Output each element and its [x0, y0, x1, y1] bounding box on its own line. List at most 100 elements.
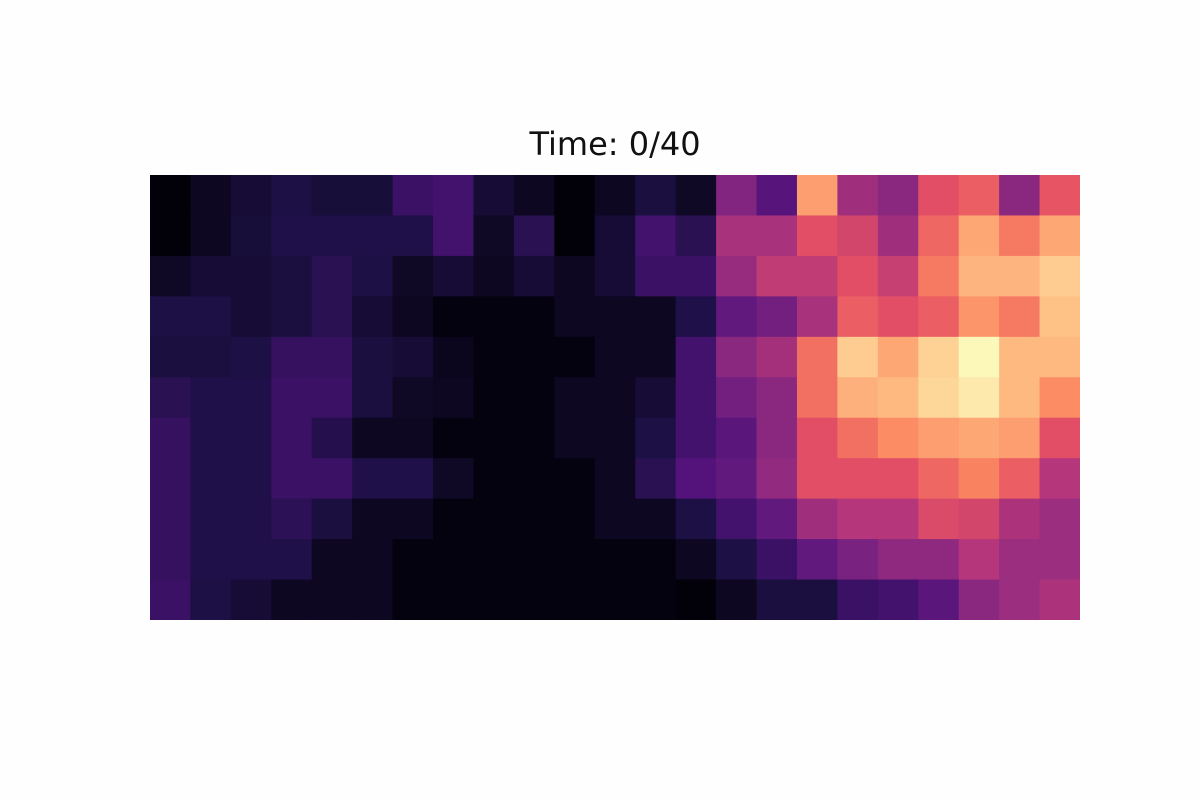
heatmap-cell: [311, 255, 353, 297]
heatmap-cell: [392, 215, 434, 257]
heatmap-cell: [877, 336, 919, 378]
heatmap-cell: [999, 579, 1041, 620]
heatmap-cell: [392, 458, 434, 500]
heatmap-cell: [473, 336, 515, 378]
heatmap-cell: [513, 175, 555, 217]
heatmap-cell: [311, 417, 353, 459]
heatmap-cell: [230, 458, 272, 500]
heatmap-cell: [230, 498, 272, 540]
heatmap-cell: [473, 498, 515, 540]
heatmap-cell: [796, 417, 838, 459]
heatmap-cell: [352, 579, 394, 620]
heatmap-cell: [433, 175, 475, 217]
heatmap-cell: [635, 336, 677, 378]
heatmap-cell: [999, 417, 1041, 459]
heatmap-cell: [433, 539, 475, 581]
heatmap-cell: [918, 296, 960, 338]
heatmap-cell: [635, 215, 677, 257]
heatmap-cell: [716, 296, 758, 338]
heatmap-cell: [756, 579, 798, 620]
heatmap-cell: [392, 498, 434, 540]
heatmap-cell: [796, 296, 838, 338]
heatmap-cell: [877, 175, 919, 217]
heatmap-cell: [594, 296, 636, 338]
heatmap-cell: [473, 175, 515, 217]
heatmap-cell: [190, 579, 232, 620]
heatmap-cell: [675, 175, 717, 217]
heatmap-cell: [230, 377, 272, 419]
heatmap-cell: [756, 417, 798, 459]
heatmap-cell: [594, 458, 636, 500]
heatmap-cell: [796, 175, 838, 217]
heatmap-cell: [271, 296, 313, 338]
heatmap-cell: [716, 417, 758, 459]
heatmap-cell: [554, 539, 596, 581]
heatmap-cell: [150, 175, 192, 217]
heatmap-cell: [918, 175, 960, 217]
heatmap-cell: [594, 377, 636, 419]
heatmap-cell: [150, 296, 192, 338]
heatmap-cell: [311, 539, 353, 581]
heatmap-cell: [837, 296, 879, 338]
heatmap-cell: [675, 539, 717, 581]
heatmap-cell: [311, 498, 353, 540]
heatmap-cell: [190, 336, 232, 378]
heatmap-cell: [554, 458, 596, 500]
heatmap-cell: [433, 417, 475, 459]
heatmap-cell: [594, 579, 636, 620]
heatmap-cell: [594, 498, 636, 540]
heatmap-cell: [716, 377, 758, 419]
heatmap-cell: [150, 539, 192, 581]
heatmap-cell: [877, 417, 919, 459]
heatmap-cell: [513, 539, 555, 581]
heatmap-cell: [999, 175, 1041, 217]
heatmap-cell: [1039, 175, 1080, 217]
heatmap-cell: [1039, 579, 1080, 620]
heatmap-cell: [796, 255, 838, 297]
heatmap-cell: [1039, 498, 1080, 540]
heatmap-cell: [1039, 296, 1080, 338]
heatmap-cell: [756, 296, 798, 338]
heatmap-cell: [473, 377, 515, 419]
heatmap-cell: [473, 296, 515, 338]
heatmap-cell: [756, 498, 798, 540]
heatmap-cell: [918, 539, 960, 581]
heatmap-cell: [918, 417, 960, 459]
heatmap-cell: [796, 539, 838, 581]
heatmap-cell: [635, 579, 677, 620]
heatmap-cell: [190, 377, 232, 419]
heatmap-cell: [190, 215, 232, 257]
heatmap-cell: [352, 377, 394, 419]
heatmap-cell: [756, 255, 798, 297]
heatmap-cell: [675, 336, 717, 378]
heatmap-cell: [230, 215, 272, 257]
heatmap-cell: [877, 377, 919, 419]
heatmap-cell: [918, 215, 960, 257]
heatmap-cell: [150, 498, 192, 540]
heatmap-cell: [554, 498, 596, 540]
heatmap-cell: [958, 539, 1000, 581]
heatmap-cell: [554, 417, 596, 459]
heatmap-cell: [716, 255, 758, 297]
heatmap-cell: [958, 579, 1000, 620]
heatmap-cell: [473, 579, 515, 620]
heatmap-cell: [433, 215, 475, 257]
heatmap-cell: [271, 539, 313, 581]
heatmap-cell: [392, 336, 434, 378]
heatmap-cell: [230, 175, 272, 217]
heatmap-cell: [837, 458, 879, 500]
heatmap-cell: [554, 215, 596, 257]
heatmap-cell: [837, 579, 879, 620]
heatmap-cell: [675, 296, 717, 338]
heatmap-cell: [837, 539, 879, 581]
heatmap-cell: [1039, 377, 1080, 419]
heatmap-cell: [230, 255, 272, 297]
heatmap-cell: [877, 215, 919, 257]
heatmap-cell: [271, 458, 313, 500]
heatmap-grid: [150, 175, 1080, 620]
heatmap-cell: [716, 539, 758, 581]
heatmap-cell: [756, 175, 798, 217]
heatmap-cell: [877, 296, 919, 338]
heatmap-cell: [513, 336, 555, 378]
heatmap-cell: [230, 296, 272, 338]
